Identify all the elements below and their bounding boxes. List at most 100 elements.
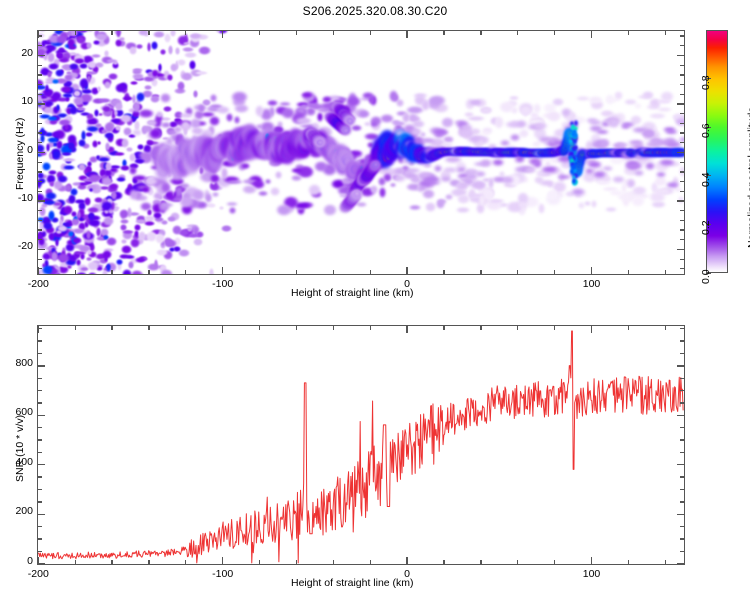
axis-minor-tick xyxy=(111,31,113,36)
spectrogram-cell xyxy=(201,112,215,117)
spectrogram-cell xyxy=(515,154,525,163)
spectrogram-cell xyxy=(651,126,658,135)
spectrogram-cell xyxy=(586,160,602,168)
spectrogram-cell xyxy=(274,170,282,180)
spectrogram-cell xyxy=(180,182,190,190)
spectrogram-cell xyxy=(140,201,152,211)
spectrogram-cell xyxy=(589,125,604,133)
spectrogram-cell xyxy=(41,265,53,274)
spectrogram-cell xyxy=(308,183,322,197)
spectrogram-cell xyxy=(65,31,73,37)
axis-minor-tick xyxy=(679,190,684,192)
axis-minor-tick xyxy=(38,35,43,37)
spectrogram-cell xyxy=(80,266,89,272)
spectrogram-cell xyxy=(121,268,133,274)
spectrogram-cell xyxy=(99,167,107,178)
axis-minor-tick xyxy=(664,326,666,331)
spectrogram-cell xyxy=(90,54,102,59)
spectrogram-cell xyxy=(108,170,115,178)
spectrogram-cell xyxy=(205,106,221,112)
spectrogram-cell xyxy=(54,77,68,85)
axis-tick xyxy=(37,31,39,39)
spectrogram-cell xyxy=(127,207,132,218)
spectrogram-cell xyxy=(222,175,240,184)
spectrogram-cell xyxy=(151,41,159,50)
spectrogram-cell xyxy=(108,73,118,80)
axis-minor-tick xyxy=(369,326,371,331)
spectrogram-cell xyxy=(116,177,127,182)
spectrogram-cell xyxy=(128,133,136,138)
spectrogram-cell xyxy=(440,116,455,128)
spectrogram-cell xyxy=(233,115,241,125)
spectrogram-cell xyxy=(42,39,49,44)
spectrogram-cell xyxy=(141,234,151,241)
x-tick-label: 0 xyxy=(404,277,411,290)
spectrogram-cell xyxy=(62,52,71,60)
spectrogram-cell xyxy=(659,158,676,167)
y-tick-label: 600 xyxy=(15,406,33,419)
spectrogram-cell xyxy=(572,138,578,144)
spectrogram-cell xyxy=(527,119,546,126)
spectrogram-cell xyxy=(174,47,180,55)
spectrogram-cell xyxy=(434,144,444,150)
spectrogram-cell xyxy=(588,96,603,105)
spectrogram-cell xyxy=(87,272,97,274)
spectrogram-cell xyxy=(65,96,70,103)
spectrogram-cell xyxy=(571,145,577,151)
spectrogram-cell xyxy=(38,40,42,49)
spectrogram-cell xyxy=(118,253,129,260)
axis-tick xyxy=(590,266,593,274)
spectrogram-cell xyxy=(114,152,126,157)
spectrogram-cell xyxy=(160,92,171,103)
spectrogram-cell xyxy=(193,89,199,99)
spectrogram-cell xyxy=(87,218,102,227)
spectrogram-cell xyxy=(47,70,53,79)
axis-tick xyxy=(222,556,224,564)
spectrogram-cell xyxy=(163,250,174,260)
spectrogram-cell xyxy=(110,118,121,124)
spectrogram-cell xyxy=(136,91,145,103)
spectrogram-cell xyxy=(117,39,126,47)
spectrogram-cell xyxy=(183,52,197,58)
spectrogram-cell xyxy=(406,168,422,174)
spectrogram-cell xyxy=(45,173,57,184)
spectrogram-cell xyxy=(161,181,171,194)
axis-minor-tick xyxy=(38,83,43,86)
spectrogram-cell xyxy=(143,178,158,185)
axis-minor-tick xyxy=(369,559,371,564)
spectrogram-cell xyxy=(72,181,81,186)
spectrogram-cell xyxy=(633,152,651,162)
spectrogram-cell xyxy=(605,207,617,213)
spectrogram-cell xyxy=(118,36,125,42)
spectrogram-cell xyxy=(614,142,629,148)
spectrogram-cell xyxy=(51,246,56,254)
axis-tick xyxy=(38,54,46,57)
spectrogram-cell xyxy=(63,121,70,132)
spectrogram-cell xyxy=(570,120,575,126)
figure-title: S206.2025.320.08.30.C20 xyxy=(302,4,448,18)
spectrogram-cell xyxy=(85,42,93,49)
spectrogram-cell xyxy=(76,272,88,274)
spectrogram-cell xyxy=(41,162,51,171)
spectrogram-cell xyxy=(38,84,48,91)
spectrogram-cell xyxy=(136,44,143,50)
spectrogram-cell xyxy=(67,31,78,37)
spectrogram-cell xyxy=(395,122,402,134)
spectrogram-cell xyxy=(129,188,138,200)
spectrogram-cell xyxy=(465,173,478,180)
spectrogram-cell xyxy=(616,192,635,201)
spectrogram-cell xyxy=(155,233,166,245)
axis-minor-tick xyxy=(185,269,187,274)
spectrogram-cell xyxy=(648,191,667,204)
spectrogram-cell xyxy=(105,263,111,273)
spectrogram-cell xyxy=(161,121,171,129)
spectrogram-cell xyxy=(114,124,121,131)
spectrogram-cell xyxy=(571,175,576,181)
spectrogram-cell xyxy=(572,129,577,135)
spectrogram-cell xyxy=(86,126,100,133)
spectrogram-cell xyxy=(295,116,313,125)
spectrogram-cell xyxy=(79,63,88,69)
axis-minor-tick xyxy=(664,269,666,274)
axis-minor-tick xyxy=(38,488,43,491)
spectrogram-cell xyxy=(431,127,449,137)
